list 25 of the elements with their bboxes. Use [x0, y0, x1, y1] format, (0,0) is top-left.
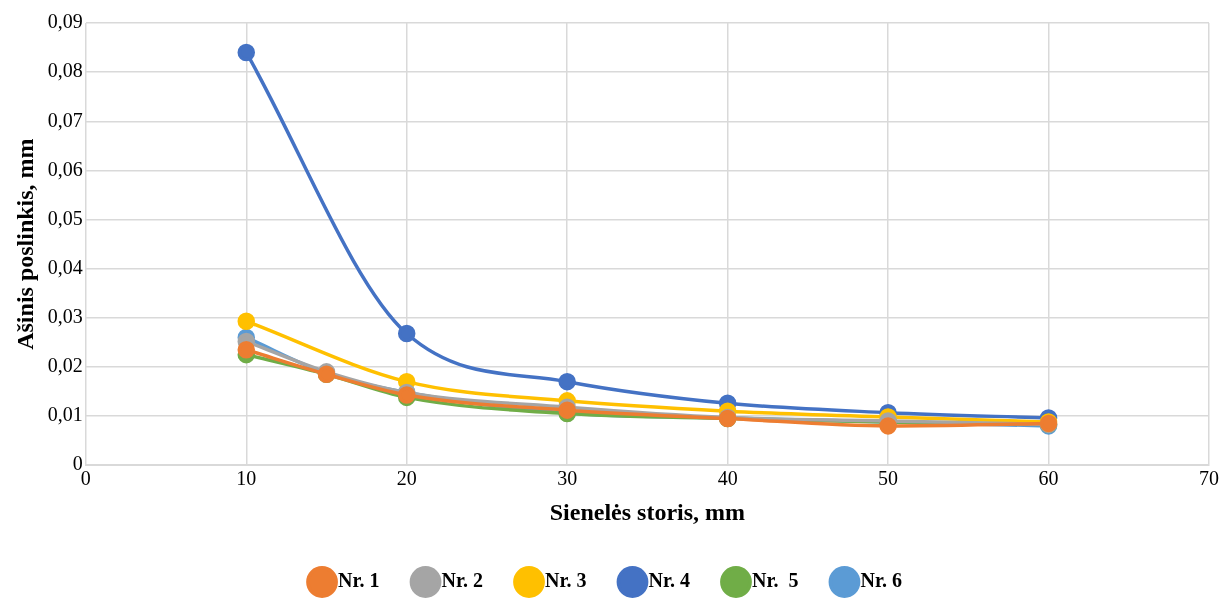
legend-label: Nr. 2	[441, 569, 484, 592]
y-tick-label: 0,02	[47, 354, 83, 377]
x-tick-label: 60	[1038, 467, 1059, 490]
y-tick-label: 0,04	[47, 255, 83, 278]
legend-label: Nr. 3	[545, 569, 587, 592]
y-tick-label: 0,03	[47, 305, 83, 328]
x-tick-label: 10	[236, 467, 257, 490]
y-tick-label: 0,08	[47, 59, 83, 82]
y-tick-label: 0	[72, 452, 83, 475]
y-tick-label: 0,01	[47, 403, 83, 426]
y-tick-label: 0,07	[47, 108, 83, 131]
x-tick-label: 70	[1199, 467, 1219, 490]
y-tick-label: 0,05	[47, 206, 83, 229]
y-tick-label: 0,06	[47, 157, 83, 180]
x-tick-label: 40	[717, 467, 738, 490]
y-tick-label: 0,09	[47, 10, 83, 33]
legend-label: Nr. 6	[860, 569, 902, 592]
x-tick-label: 30	[557, 467, 578, 490]
legend-label: Nr. 5	[751, 569, 799, 592]
legend-label: Nr. 1	[338, 569, 380, 592]
x-axis-title: Sienelės storis, mm	[549, 498, 746, 525]
y-axis-title: Ašinis poslinkis, mm	[11, 138, 38, 350]
x-tick-label: 50	[878, 467, 899, 490]
legend-label: Nr. 4	[648, 569, 690, 592]
x-tick-label: 20	[396, 467, 417, 490]
